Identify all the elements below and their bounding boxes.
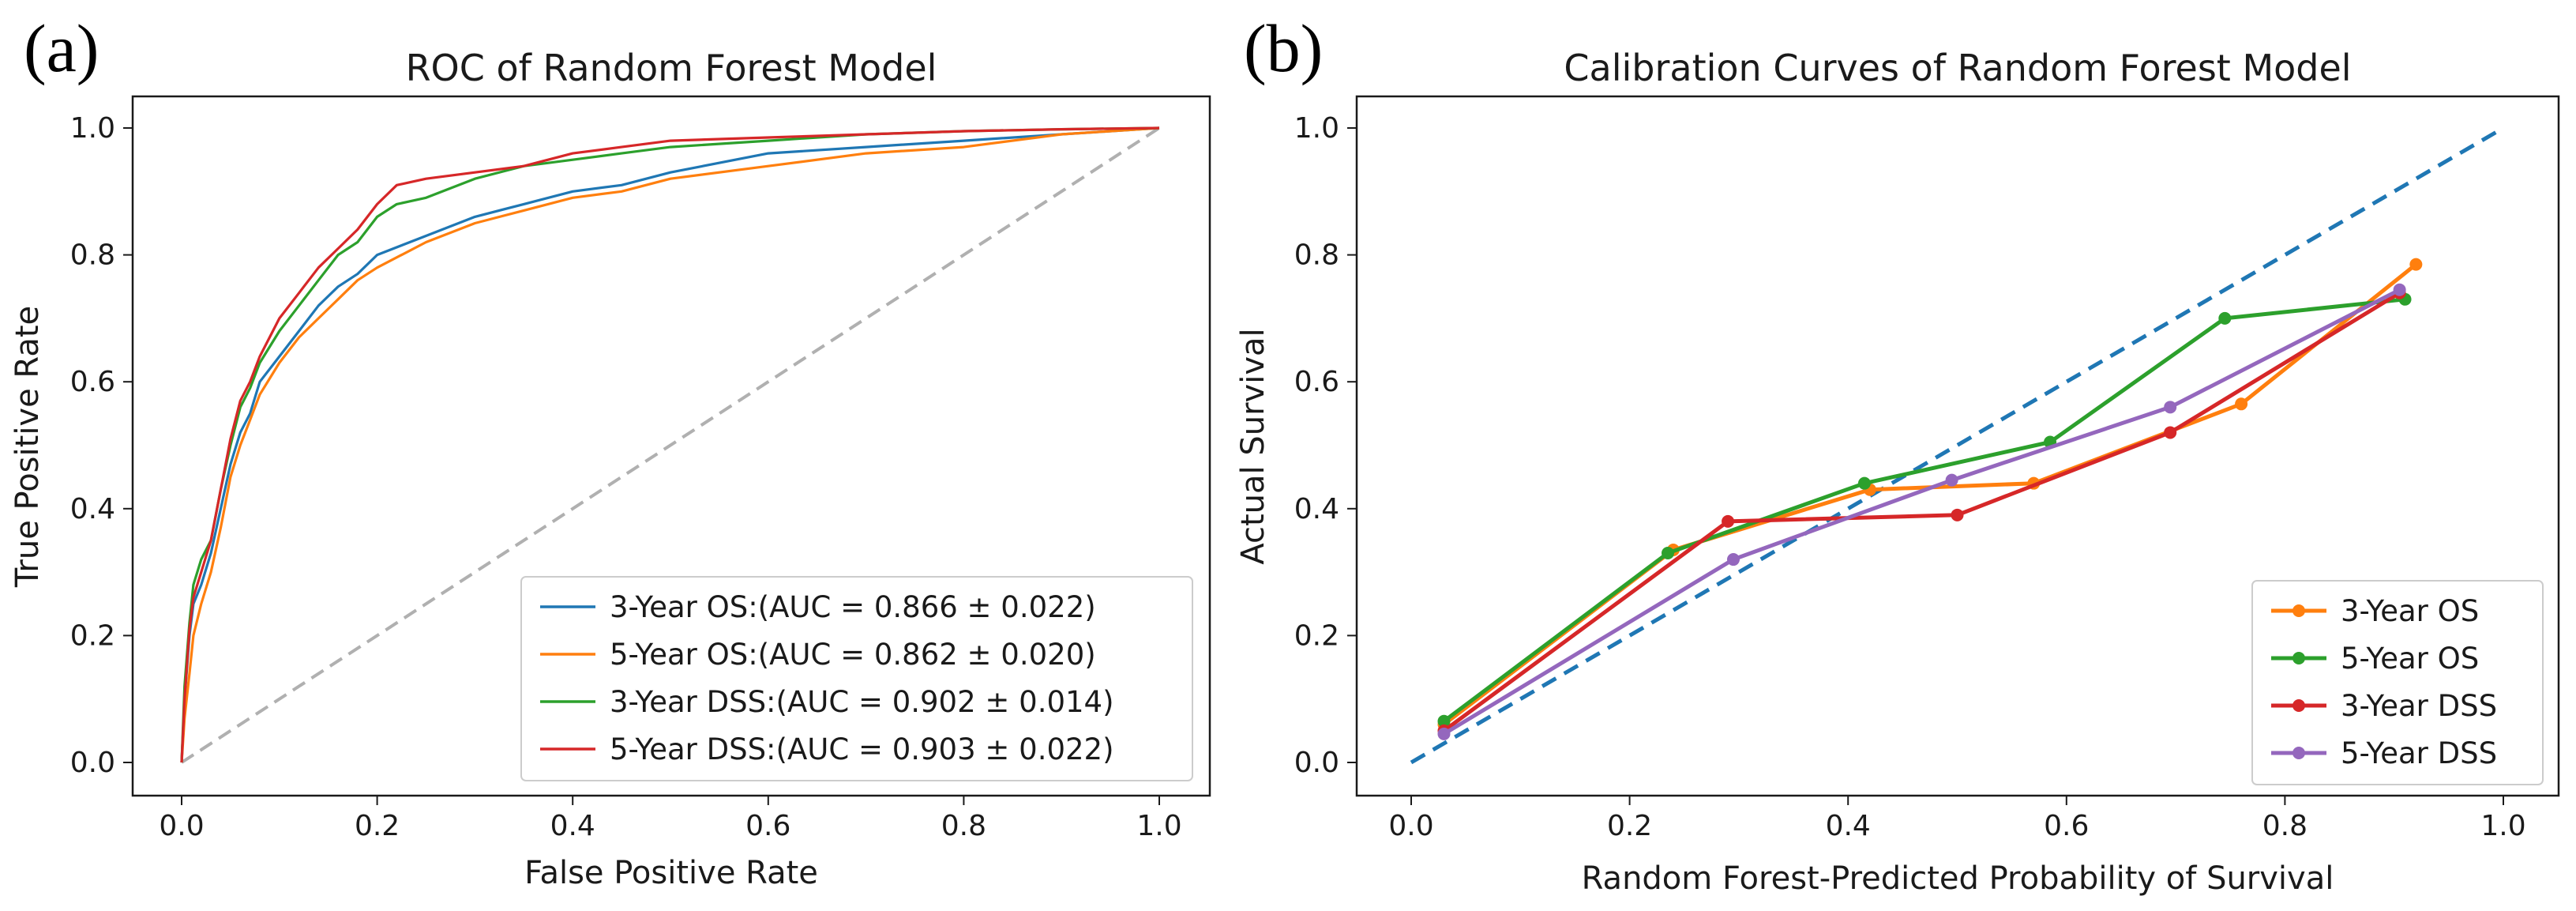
calibration-legend-label: 3-Year OS [2341,594,2479,628]
calibration-y-axis-label: Actual Survival [1235,328,1271,564]
calibration-data-point [1662,547,1675,560]
calibration-legend: 3-Year OS 5-Year OS 3-Year DSS 5-Year DSS [2251,580,2544,785]
roc-y-tick-label: 0.0 [70,747,115,779]
roc-legend: 3-Year OS:(AUC = 0.866 ± 0.022) 5-Year OS… [520,576,1193,781]
panel-a-letter: (a) [24,10,99,86]
calibration-x-tick-label: 0.6 [2044,810,2089,842]
calibration-chart: Calibration Curves of Random Forest Mode… [1235,47,2560,897]
calibration-data-point [1951,508,1964,521]
roc-chart-title: ROC of Random Forest Model [406,47,937,89]
calibration-data-point [1437,714,1451,728]
calibration-series-3 [1437,283,2406,740]
calibration-legend-label: 5-Year DSS [2341,736,2497,770]
roc-series-1 [180,126,1160,763]
panel-b-letter: (b) [1244,10,1323,86]
calibration-data-point [2235,397,2248,411]
calibration-x-tick-label: 0.8 [2262,810,2308,842]
roc-series-line [180,126,1160,763]
calibration-data-point [1945,473,1958,487]
calibration-data-point [1437,727,1451,740]
roc-x-tick-label: 0.6 [745,810,790,842]
roc-ticks: 0.0 0.2 0.4 0.6 0.8 1.0 0.0 0.2 0.4 0.6 0.8 1.0 [70,112,1182,842]
roc-x-tick-label: 1.0 [1136,810,1181,842]
calibration-data-point [2164,426,2177,439]
roc-x-axis-label: False Positive Rate [524,855,818,891]
calibration-legend-marker [2292,604,2305,617]
roc-series-line [180,126,1160,763]
roc-series-3 [180,126,1160,763]
roc-legend-label: 3-Year OS:(AUC = 0.866 ± 0.022) [610,590,1096,624]
calibration-reference-line [1410,126,2505,765]
roc-x-tick-label: 0.4 [550,810,595,842]
roc-reference-line [180,126,1161,764]
calibration-y-tick-label: 0.4 [1294,493,1339,525]
calibration-reference-line [1410,126,2505,765]
roc-legend-label: 3-Year DSS:(AUC = 0.902 ± 0.014) [610,685,1114,719]
roc-legend-label: 5-Year OS:(AUC = 0.862 ± 0.020) [610,638,1096,672]
calibration-y-tick-label: 0.6 [1294,366,1339,398]
calibration-y-tick-label: 0.8 [1294,239,1339,272]
calibration-legend-label: 3-Year DSS [2341,689,2497,723]
calibration-plot-frame [1355,95,2560,797]
roc-y-axis-label: True Positive Rate [9,306,46,588]
calibration-legend-marker [2292,699,2305,712]
roc-chart: ROC of Random Forest Model False Positiv… [9,47,1211,891]
roc-series [180,126,1160,763]
calibration-x-axis-label: Random Forest-Predicted Probability of S… [1582,860,2334,897]
roc-plot-frame [131,95,1211,797]
roc-x-tick-label: 0.2 [355,810,400,842]
roc-x-tick-label: 0.8 [941,810,986,842]
calibration-x-tick-label: 0.4 [1826,810,1871,842]
calibration-chart-title: Calibration Curves of Random Forest Mode… [1564,47,2351,89]
calibration-legend-box [2251,580,2544,785]
calibration-data-point [1726,553,1740,567]
calibration-series-line [1442,297,2405,723]
calibration-data-point [2218,311,2232,325]
calibration-data-point [2409,258,2423,271]
calibration-x-tick-label: 0.0 [1388,810,1433,842]
calibration-x-tick-label: 1.0 [2480,810,2525,842]
roc-chance-line [180,126,1161,764]
calibration-y-tick-label: 0.2 [1294,619,1339,652]
calibration-data-point [2164,401,2177,414]
calibration-series-1 [1437,292,2412,728]
calibration-y-tick-label: 1.0 [1294,112,1339,145]
roc-x-tick-label: 0.0 [159,810,204,842]
calibration-legend-marker [2292,747,2305,759]
roc-y-tick-label: 0.6 [70,366,115,398]
calibration-data-point [1722,514,1735,528]
calibration-legend-label: 5-Year OS [2341,642,2479,676]
roc-series-line [180,126,1160,763]
roc-y-tick-label: 0.8 [70,239,115,272]
roc-y-tick-label: 0.4 [70,493,115,525]
calibration-y-tick-label: 0.0 [1294,747,1339,779]
calibration-ticks: 0.0 0.2 0.4 0.6 0.8 1.0 0.0 0.2 0.4 0.6 0.8 1.0 [1294,112,2526,842]
calibration-data-point [1857,476,1871,490]
roc-y-tick-label: 0.2 [70,619,115,652]
calibration-series [1437,258,2423,740]
roc-y-tick-label: 1.0 [70,112,115,145]
roc-legend-box [520,576,1193,781]
roc-series-0 [180,126,1160,763]
calibration-data-point [2393,283,2406,296]
roc-legend-label: 5-Year DSS:(AUC = 0.903 ± 0.022) [610,732,1114,766]
calibration-legend-marker [2292,652,2305,664]
calibration-x-tick-label: 0.2 [1607,810,1652,842]
